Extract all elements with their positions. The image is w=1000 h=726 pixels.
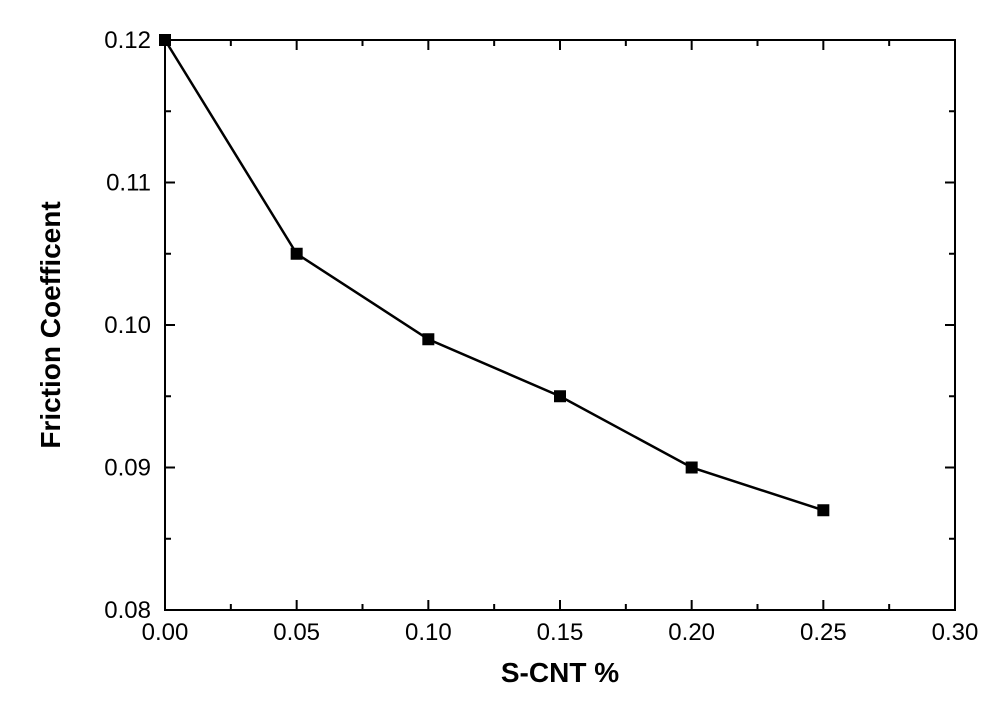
data-point xyxy=(422,333,434,345)
data-point xyxy=(159,34,171,46)
x-tick-label: 0.15 xyxy=(537,619,584,646)
y-tick-label: 0.09 xyxy=(104,455,151,482)
x-tick-label: 0.30 xyxy=(932,619,979,646)
data-point xyxy=(817,504,829,516)
x-tick-label: 0.20 xyxy=(668,619,715,646)
y-tick-label: 0.08 xyxy=(104,597,151,624)
x-tick-label: 0.10 xyxy=(405,619,452,646)
y-axis-title: Friction Coefficent xyxy=(35,201,66,448)
x-axis-title: S-CNT % xyxy=(501,657,619,688)
x-tick-label: 0.25 xyxy=(800,619,847,646)
x-tick-label: 0.05 xyxy=(273,619,320,646)
y-tick-label: 0.11 xyxy=(106,170,151,197)
y-tick-label: 0.12 xyxy=(104,27,151,54)
friction-chart: 0.000.050.100.150.200.250.300.080.090.10… xyxy=(0,0,1000,726)
chart-container: 0.000.050.100.150.200.250.300.080.090.10… xyxy=(0,0,1000,726)
y-tick-label: 0.10 xyxy=(104,312,151,339)
data-point xyxy=(686,462,698,474)
data-point xyxy=(291,248,303,260)
data-point xyxy=(554,390,566,402)
